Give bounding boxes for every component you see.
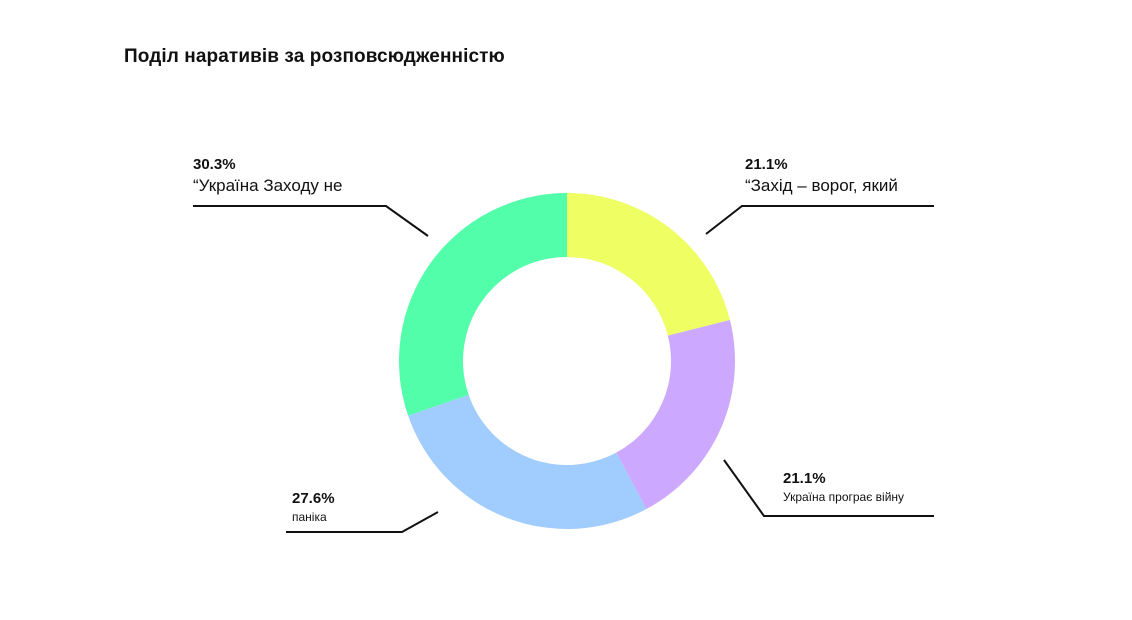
slice-label-west-does-not: 30.3% “Україна Заходу не	[193, 156, 342, 196]
slice-west-enemy	[567, 193, 730, 336]
leader-line-ukraine-losing	[723, 459, 934, 517]
slice-panic	[408, 394, 647, 529]
slice-text: паніка	[292, 510, 327, 525]
slice-percent: 30.3%	[193, 156, 236, 173]
slice-percent: 21.1%	[745, 156, 788, 173]
leader-line-west-enemy	[705, 205, 934, 235]
slice-text: “Україна Заходу не	[193, 176, 343, 196]
slice-label-panic: 27.6% паніка	[292, 490, 335, 525]
leader-lines	[193, 205, 934, 533]
donut-slices	[399, 193, 735, 529]
slice-label-ukraine-losing: 21.1% Україна програє війну	[783, 470, 904, 505]
leader-line-west-does-not	[193, 205, 429, 237]
slice-percent: 21.1%	[783, 470, 826, 487]
chart-title: Поділ наративів за розповсюдженністю	[124, 46, 505, 67]
leader-line-panic	[286, 511, 439, 533]
slice-text: “Захід – ворог, який	[745, 176, 898, 196]
slice-percent: 27.6%	[292, 490, 335, 507]
slice-text: Україна програє війну	[783, 490, 905, 505]
slice-west-does-not	[399, 193, 567, 416]
slice-ukraine-losing	[616, 320, 735, 510]
slice-label-west-enemy: 21.1% “Захід – ворог, який	[745, 156, 898, 196]
